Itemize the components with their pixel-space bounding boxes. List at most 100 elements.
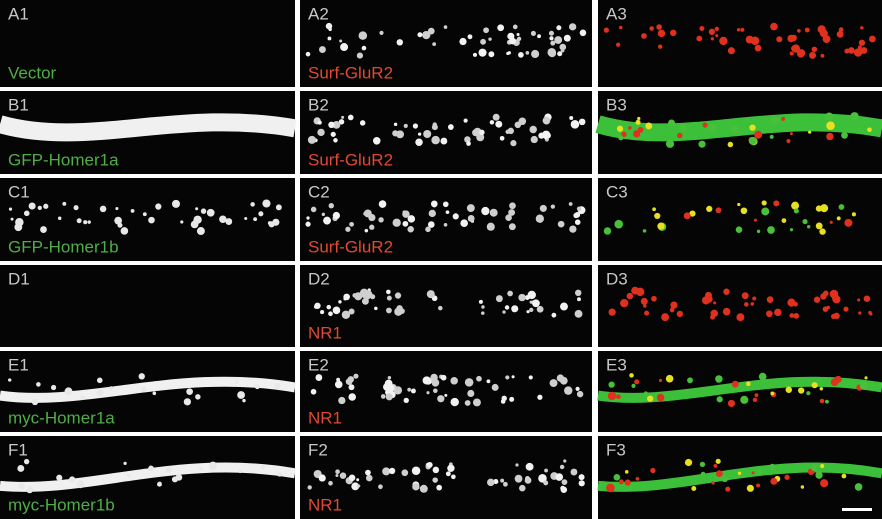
punctum bbox=[262, 199, 270, 207]
punctum bbox=[253, 217, 257, 221]
punctum bbox=[668, 120, 675, 127]
punctum bbox=[139, 373, 145, 379]
punctum bbox=[554, 36, 562, 44]
panel-label: C3 bbox=[606, 182, 628, 201]
punctum bbox=[121, 227, 129, 235]
punctum bbox=[812, 47, 817, 52]
punctum bbox=[786, 387, 793, 394]
punctum bbox=[737, 203, 740, 206]
punctum bbox=[755, 393, 759, 397]
punctum bbox=[326, 305, 331, 310]
punctum bbox=[412, 466, 421, 475]
punctum bbox=[650, 468, 655, 473]
punctum bbox=[652, 207, 656, 211]
punctum bbox=[127, 474, 130, 477]
punctum bbox=[387, 296, 392, 301]
punctum bbox=[531, 136, 538, 143]
punctum bbox=[815, 472, 822, 479]
punctum bbox=[770, 478, 777, 485]
punctum bbox=[433, 204, 436, 207]
punctum bbox=[814, 297, 820, 303]
punctum bbox=[258, 211, 263, 216]
punctum bbox=[418, 133, 421, 136]
panel-label: E2 bbox=[308, 355, 329, 374]
punctum bbox=[776, 36, 782, 42]
punctum bbox=[670, 301, 677, 308]
punctum bbox=[379, 31, 383, 35]
punctum bbox=[700, 462, 705, 467]
panel: A1Vector bbox=[0, 0, 295, 87]
punctum bbox=[448, 124, 454, 130]
punctum bbox=[784, 475, 789, 480]
punctum bbox=[433, 467, 440, 474]
punctum bbox=[869, 36, 876, 43]
punctum bbox=[242, 399, 245, 402]
punctum bbox=[844, 219, 852, 227]
punctum bbox=[842, 474, 847, 479]
punctum bbox=[276, 204, 282, 210]
punctum bbox=[58, 217, 62, 221]
punctum bbox=[493, 114, 500, 121]
punctum bbox=[65, 387, 73, 395]
punctum bbox=[500, 136, 505, 141]
punctum bbox=[509, 202, 516, 209]
punctum bbox=[420, 485, 428, 493]
punctum bbox=[791, 202, 799, 210]
punctum bbox=[481, 207, 489, 215]
punctum bbox=[500, 479, 504, 483]
punctum bbox=[736, 313, 744, 321]
panel-label: F1 bbox=[8, 440, 28, 459]
punctum bbox=[576, 312, 580, 316]
punctum bbox=[579, 474, 585, 480]
punctum bbox=[404, 398, 409, 403]
punctum bbox=[560, 303, 568, 311]
punctum bbox=[823, 291, 829, 297]
panel-label: A1 bbox=[8, 4, 29, 23]
punctum bbox=[333, 307, 341, 315]
punctum bbox=[530, 301, 533, 304]
punctum bbox=[656, 24, 662, 30]
punctum bbox=[359, 31, 368, 40]
punctum bbox=[797, 50, 805, 58]
punctum bbox=[713, 301, 716, 304]
punctum bbox=[201, 208, 206, 213]
punctum bbox=[345, 227, 350, 232]
punctum bbox=[579, 480, 585, 486]
punctum bbox=[709, 124, 716, 131]
punctum bbox=[80, 395, 85, 400]
punctum bbox=[573, 213, 578, 218]
punctum bbox=[465, 400, 471, 406]
punctum bbox=[532, 299, 540, 307]
punctum bbox=[710, 315, 715, 320]
punctum bbox=[750, 302, 754, 306]
punctum bbox=[716, 470, 723, 477]
punctum bbox=[473, 53, 477, 57]
punctum bbox=[738, 472, 741, 475]
punctum bbox=[239, 470, 242, 473]
punctum bbox=[360, 120, 366, 126]
punctum bbox=[402, 210, 409, 217]
punctum bbox=[549, 36, 553, 40]
punctum bbox=[451, 398, 459, 406]
punctum bbox=[637, 117, 640, 120]
punctum bbox=[77, 218, 82, 223]
punctum bbox=[608, 381, 614, 387]
punctum bbox=[51, 385, 56, 390]
punctum bbox=[852, 212, 856, 216]
punctum bbox=[497, 24, 504, 31]
punctum bbox=[767, 296, 774, 303]
punctum bbox=[711, 37, 714, 40]
punctum bbox=[547, 48, 556, 57]
punctum bbox=[311, 389, 317, 395]
punctum bbox=[844, 49, 849, 54]
punctum bbox=[616, 43, 620, 47]
punctum bbox=[14, 223, 22, 231]
punctum bbox=[577, 207, 581, 211]
punctum bbox=[467, 204, 475, 212]
punctum bbox=[450, 377, 458, 385]
punctum bbox=[820, 399, 825, 404]
punctum bbox=[74, 205, 79, 210]
punctum bbox=[329, 203, 334, 208]
punctum bbox=[525, 477, 532, 484]
